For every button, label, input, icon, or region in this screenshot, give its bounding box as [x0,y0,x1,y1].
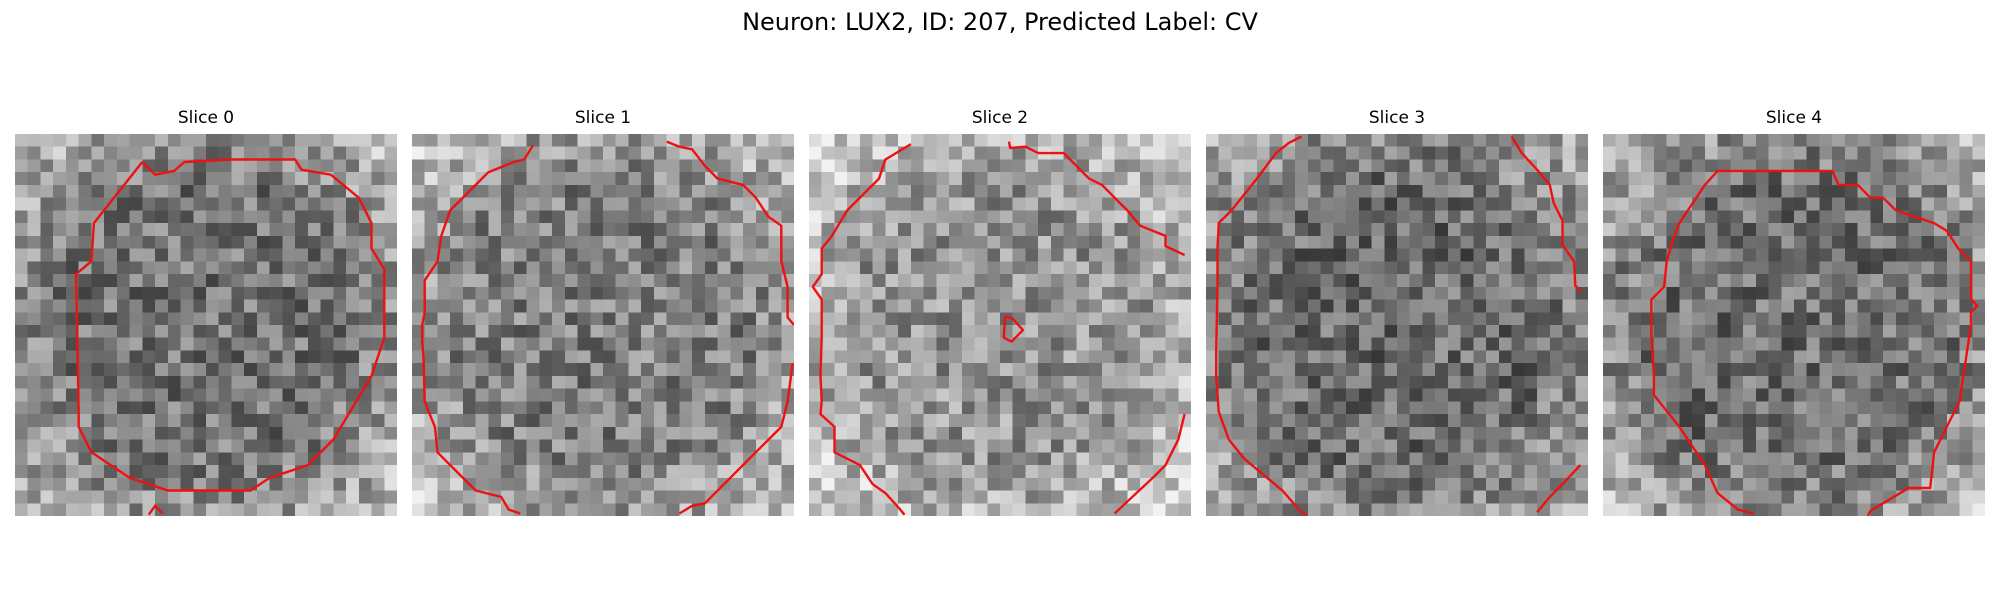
slice-panel-4: Slice 4 [1603,107,1985,520]
slice-image-4 [1603,134,1985,516]
contour-line [147,504,164,516]
contour-line [1704,169,1979,516]
pixel-grid [1603,134,1985,516]
contour-group [420,140,794,515]
contour-group [1650,169,1979,516]
contour-group [1214,135,1583,516]
contour-line [1002,314,1025,343]
contour-line [74,158,386,492]
slice-image-3 [1206,134,1588,516]
slice-image-2 [809,134,1191,516]
pixel-grid [1206,134,1588,516]
slice-title-2: Slice 2 [971,108,1029,128]
contour-line [1650,184,1754,515]
pixel-grid [809,134,1191,516]
slice-image-1 [412,134,794,516]
contour-line [420,144,535,515]
slice-title-3: Slice 3 [1368,108,1426,128]
slice-image-0 [15,134,397,516]
contour-line [1113,413,1186,515]
contour-group [811,141,1186,516]
pixel-grid [412,134,794,516]
pixel-grid [15,134,397,516]
slice-panel-2: Slice 2 [809,107,1191,520]
contour-line [1007,141,1186,257]
slice-title-1: Slice 1 [574,108,632,128]
slice-panel-3: Slice 3 [1206,107,1588,520]
contour-line [1214,135,1308,516]
slice-title-4: Slice 4 [1765,108,1823,128]
contour-line [666,140,794,326]
contour-line [811,143,912,516]
contour-line [678,363,794,515]
contour-line [1536,464,1582,513]
slice-panel-0: Slice 0 [15,107,397,520]
slice-panel-1: Slice 1 [412,107,794,520]
contour-group [74,158,386,516]
figure-title: Neuron: LUX2, ID: 207, Predicted Label: … [742,8,1258,36]
contour-line [1510,135,1583,293]
slice-title-0: Slice 0 [177,108,235,128]
